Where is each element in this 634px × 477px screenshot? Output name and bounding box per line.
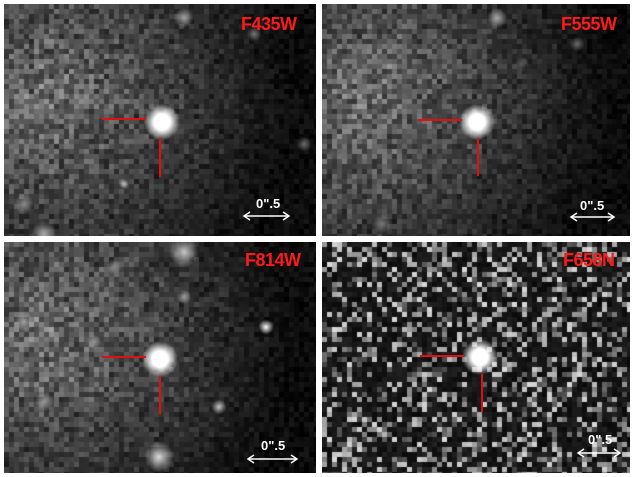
scale-label: 0".5 bbox=[256, 196, 281, 211]
scale-bar bbox=[569, 212, 616, 222]
scale-label: 0".5 bbox=[588, 432, 613, 447]
panel-image bbox=[322, 4, 630, 236]
marker-overlay bbox=[102, 356, 299, 464]
panel-f814w: F814W 0".5 bbox=[4, 242, 316, 473]
scale-bar bbox=[576, 448, 622, 458]
panel-image bbox=[4, 242, 316, 473]
scale-label: 0".5 bbox=[261, 438, 286, 453]
marker-overlay bbox=[102, 118, 291, 221]
panel-f435w: F435W 0".5 bbox=[4, 4, 316, 236]
marker-overlay bbox=[420, 355, 622, 458]
filter-label: F658N bbox=[563, 250, 615, 270]
scale-bar bbox=[242, 211, 291, 221]
filter-label: F814W bbox=[245, 250, 301, 270]
marker-overlay bbox=[418, 119, 616, 222]
panel-f658n: F658N 0".5 bbox=[322, 242, 630, 473]
filter-label: F555W bbox=[561, 14, 617, 34]
filter-label: F435W bbox=[241, 14, 297, 34]
panel-image bbox=[322, 242, 630, 473]
scale-bar bbox=[246, 454, 299, 464]
scale-label: 0".5 bbox=[580, 198, 605, 213]
panel-image bbox=[4, 4, 316, 236]
panel-f555w: F555W 0".5 bbox=[322, 4, 630, 236]
